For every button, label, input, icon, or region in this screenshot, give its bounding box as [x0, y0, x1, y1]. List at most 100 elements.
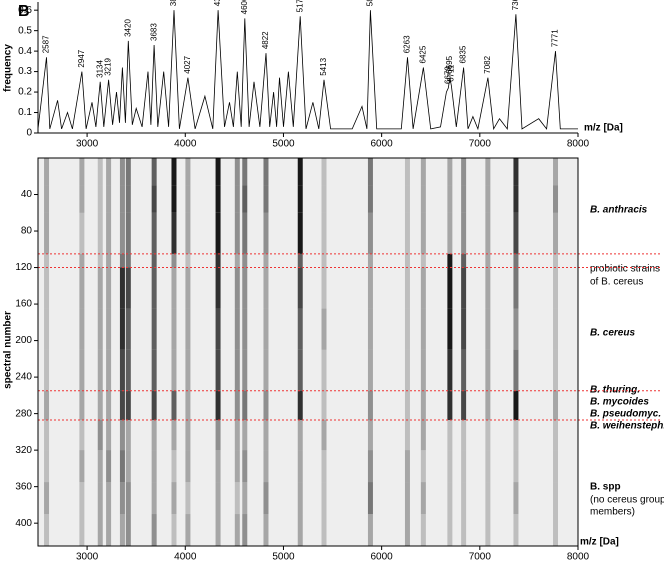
- heatmap-cell: [151, 450, 157, 483]
- y-tick-label: 80: [21, 226, 33, 237]
- y-tick-label: 280: [15, 408, 32, 419]
- heatmap-cell: [97, 420, 103, 451]
- heatmap-cell: [215, 212, 221, 254]
- heatmap-cell: [151, 420, 157, 451]
- heatmap-cell: [513, 514, 519, 546]
- heatmap-cell: [404, 267, 410, 309]
- heatmap-cell: [242, 420, 248, 451]
- heatmap-cell: [171, 514, 177, 546]
- heatmap-cell: [125, 420, 131, 451]
- heatmap-cell: [447, 308, 453, 350]
- heatmap-cell: [297, 450, 303, 483]
- heatmap-cell: [106, 420, 112, 451]
- heatmap-cell: [171, 308, 177, 350]
- heatmap-cell: [106, 267, 112, 309]
- heatmap-cell: [119, 514, 125, 546]
- heatmap-cell: [171, 390, 177, 421]
- group-label: of B. cereus: [590, 277, 643, 288]
- x-tick-label: 5000: [272, 552, 295, 563]
- heatmap-cell: [461, 420, 467, 451]
- heatmap-cell: [297, 158, 303, 186]
- x-tick-label: 4000: [174, 139, 197, 150]
- heatmap-cell: [420, 308, 426, 350]
- heatmap-cell: [97, 308, 103, 350]
- heatmap-cell: [125, 267, 131, 309]
- group-label: B. weihensteph.: [590, 421, 664, 432]
- heatmap-cell: [513, 185, 519, 213]
- heatmap-cell: [485, 420, 491, 451]
- heatmap-cell: [461, 308, 467, 350]
- heatmap-cell: [367, 158, 373, 186]
- heatmap-cell: [513, 349, 519, 391]
- heatmap-cell: [263, 267, 269, 309]
- heatmap-cell: [553, 390, 559, 421]
- group-label: B. thuring.: [590, 385, 640, 396]
- peak-label: 6425: [418, 45, 427, 63]
- peak-label: 2947: [77, 49, 86, 67]
- heatmap-cell: [151, 212, 157, 254]
- heatmap-cell: [125, 450, 131, 483]
- heatmap-cell: [404, 514, 410, 546]
- y-tick-label: 0: [26, 128, 32, 139]
- heatmap-cell: [215, 482, 221, 515]
- heatmap-cell: [447, 212, 453, 254]
- heatmap-cell: [404, 450, 410, 483]
- heatmap-cell: [234, 349, 240, 391]
- peak-label: 7771: [551, 29, 560, 47]
- heatmap-cell: [485, 267, 491, 309]
- heatmap-cell: [44, 212, 50, 254]
- heatmap-cell: [97, 450, 103, 483]
- heatmap-cell: [297, 482, 303, 515]
- heatmap-cell: [447, 450, 453, 483]
- heatmap-cell: [215, 349, 221, 391]
- heatmap-cell: [79, 185, 85, 213]
- y-tick-label: 0.1: [18, 107, 32, 118]
- heatmap-cell: [485, 482, 491, 515]
- heatmap-cell: [171, 349, 177, 391]
- peak-label: 7368: [511, 0, 520, 10]
- heatmap-cell: [97, 185, 103, 213]
- heatmap-cell: [461, 253, 467, 268]
- heatmap-cell: [321, 390, 327, 421]
- y-axis-label: spectral number: [3, 311, 14, 389]
- heatmap-cell: [553, 450, 559, 483]
- heatmap-cell: [44, 482, 50, 515]
- panel-letter: B: [18, 3, 30, 20]
- heatmap-cell: [106, 482, 112, 515]
- heatmap-cell: [119, 253, 125, 268]
- x-axis-label: m/z [Da]: [580, 537, 619, 548]
- heatmap-cell: [367, 349, 373, 391]
- heatmap-cell: [234, 308, 240, 350]
- heatmap-cell: [461, 349, 467, 391]
- heatmap-cell: [119, 212, 125, 254]
- heatmap-cell: [242, 450, 248, 483]
- y-tick-label: 0.4: [18, 46, 32, 57]
- heatmap-cell: [263, 185, 269, 213]
- heatmap-cell: [171, 212, 177, 254]
- heatmap-cell: [420, 267, 426, 309]
- heatmap-cell: [79, 482, 85, 515]
- x-tick-label: 7000: [469, 552, 492, 563]
- heatmap-cell: [242, 390, 248, 421]
- heatmap-cell: [513, 253, 519, 268]
- heatmap-cell: [215, 158, 221, 186]
- heatmap-cell: [242, 308, 248, 350]
- heatmap-cell: [553, 253, 559, 268]
- peak-label: 5886: [366, 0, 375, 6]
- heatmap-cell: [420, 482, 426, 515]
- heatmap-cell: [553, 212, 559, 254]
- heatmap-cell: [321, 253, 327, 268]
- group-label: (no cereus group: [590, 495, 664, 506]
- heatmap-cell: [234, 267, 240, 309]
- heatmap-cell: [97, 212, 103, 254]
- heatmap-cell: [404, 482, 410, 515]
- heatmap-cell: [263, 390, 269, 421]
- heatmap-cell: [513, 158, 519, 186]
- heatmap-cell: [321, 267, 327, 309]
- heatmap-cell: [297, 390, 303, 421]
- heatmap-cell: [234, 390, 240, 421]
- heatmap-cell: [242, 158, 248, 186]
- heatmap-cell: [553, 349, 559, 391]
- heatmap-cell: [185, 450, 191, 483]
- heatmap-cell: [97, 158, 103, 186]
